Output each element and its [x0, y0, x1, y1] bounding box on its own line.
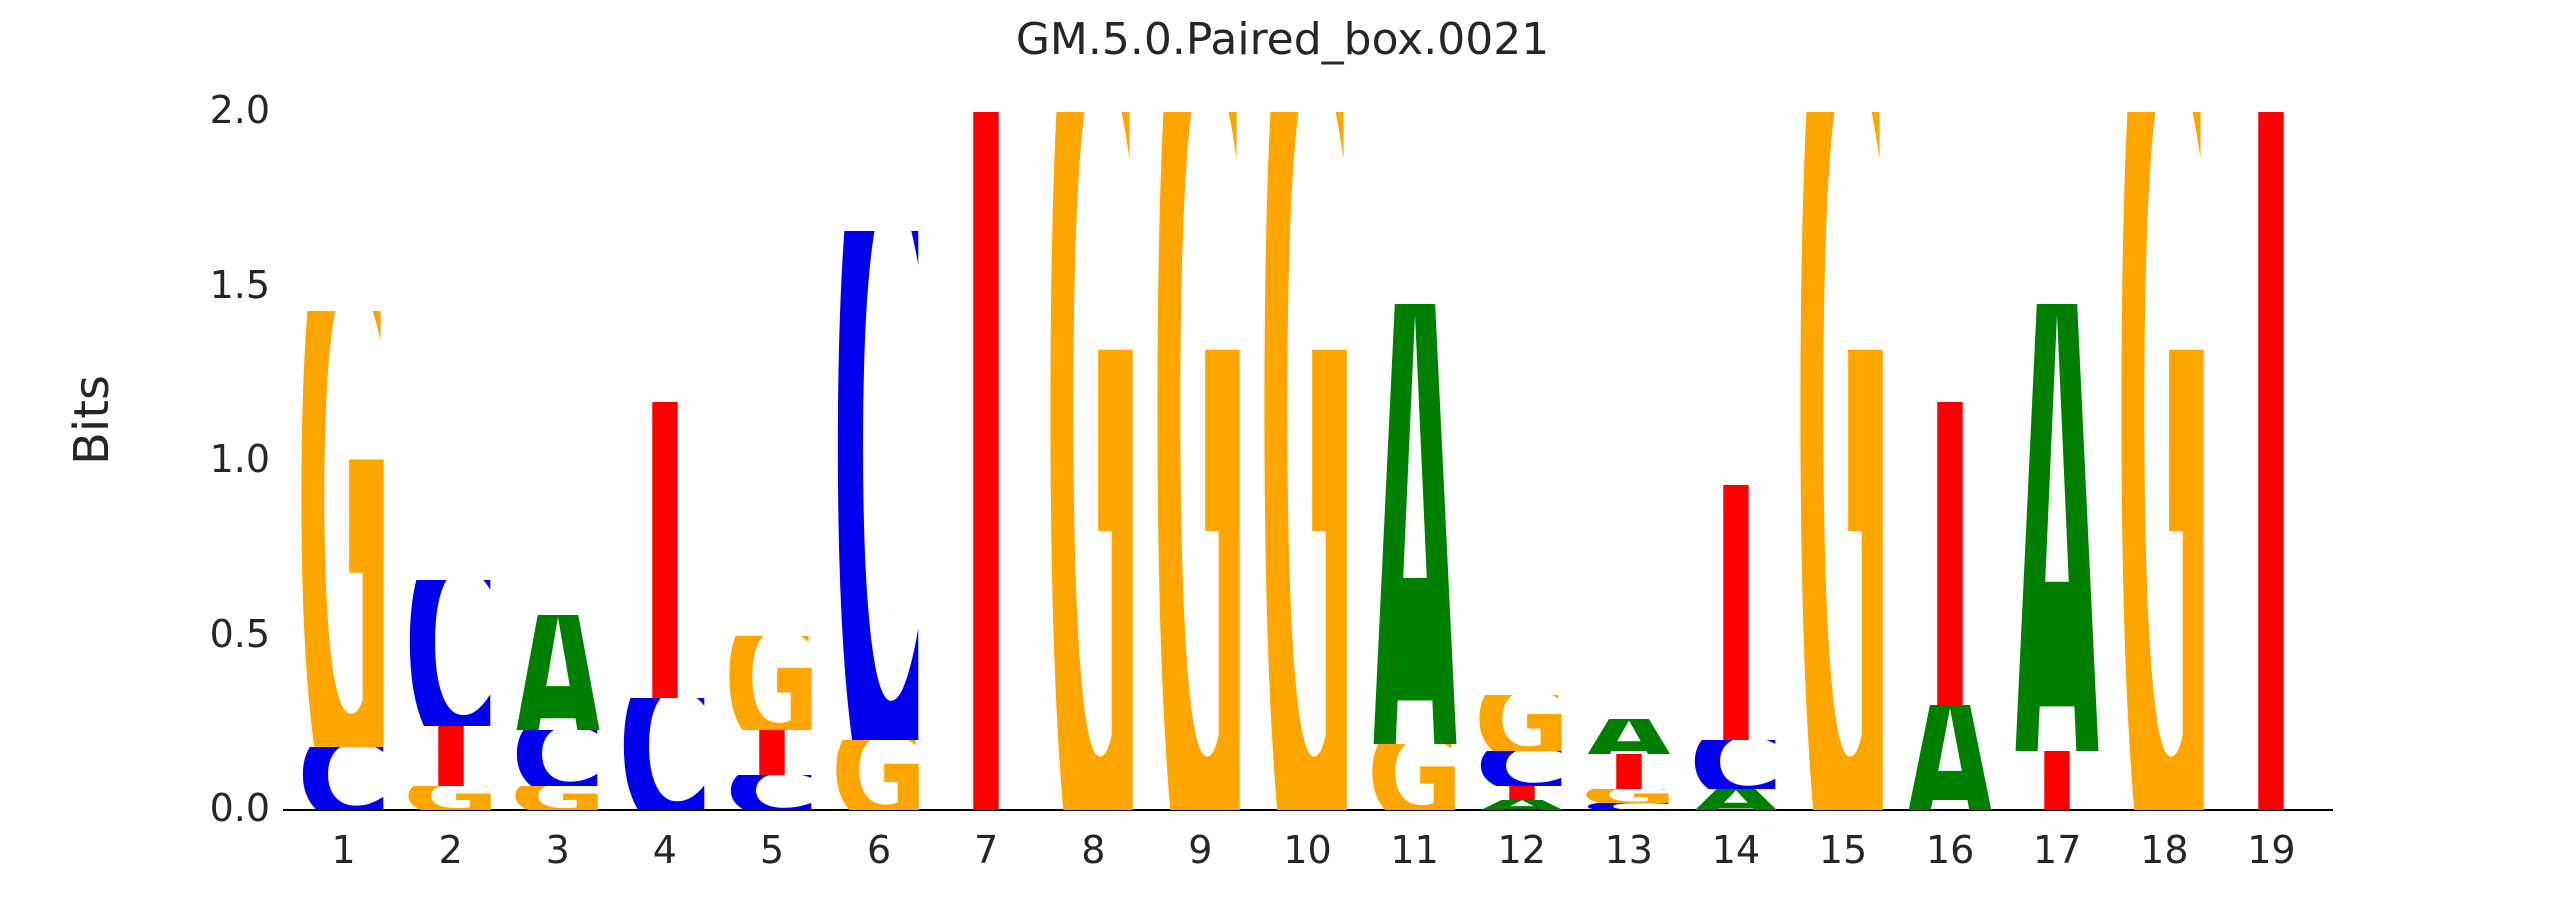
logo-stack-position-5: GTC	[726, 636, 818, 810]
logo-letter-A-pos-12: A	[1476, 800, 1568, 810]
logo-stack-position-12: GCTA	[1476, 695, 1568, 810]
logo-letter-C-pos-4: C	[619, 698, 711, 810]
x-tick-label: 6	[866, 828, 892, 872]
x-tick-label: 18	[2140, 828, 2189, 872]
x-tick-label: 3	[545, 828, 570, 872]
logo-letter-T-pos-2: T	[405, 726, 497, 785]
logo-letter-G-pos-11: G	[1369, 744, 1461, 810]
logo-stack-position-18: G	[2118, 112, 2210, 810]
logo-stack-position-19: T	[2225, 112, 2317, 810]
logo-letter-T-pos-17: T	[2011, 751, 2103, 810]
x-tick-label: 2	[438, 828, 463, 872]
logo-letter-G-pos-12: G	[1476, 695, 1568, 751]
logo-letter-T-pos-5: T	[726, 730, 818, 775]
logo-stack-position-13: ATGC	[1583, 719, 1675, 810]
logo-letter-G-pos-2: G	[405, 786, 497, 810]
logo-letter-C-pos-12: C	[1476, 751, 1568, 786]
logo-letter-T-pos-14: T	[1690, 485, 1782, 740]
logo-letter-G-pos-8: G	[1047, 112, 1139, 810]
logo-stack-position-4: TC	[619, 402, 711, 810]
x-tick-label: 12	[1497, 828, 1546, 872]
logo-letter-C-pos-13: C	[1583, 803, 1675, 810]
logo-letter-A-pos-3: A	[512, 615, 604, 730]
logo-letter-T-pos-7: T	[940, 112, 1032, 810]
x-tick-label: 1	[331, 828, 356, 872]
logo-letter-T-pos-16: T	[1904, 402, 1996, 706]
x-tick-label: 10	[1283, 828, 1332, 872]
y-tick-label: 1.0	[209, 437, 270, 481]
logo-letter-G-pos-18: G	[2118, 112, 2210, 810]
logo-letter-T-pos-19: T	[2225, 112, 2317, 810]
logo-stack-position-7: T	[940, 112, 1032, 810]
y-tick-label: 1.5	[209, 262, 270, 307]
logo-letter-A-pos-11: A	[1369, 304, 1461, 744]
logo-letter-C-pos-2: C	[405, 580, 497, 727]
logo-letter-G-pos-15: G	[1797, 112, 1889, 810]
logo-letter-G-pos-3: G	[512, 786, 604, 810]
x-tick-label: 9	[1188, 828, 1213, 872]
logo-letter-A-pos-13: A	[1583, 719, 1675, 754]
logo-stack-position-8: G	[1047, 112, 1139, 810]
logo-stack-position-14: TCA	[1690, 485, 1782, 810]
logo-stack-position-15: G	[1797, 112, 1889, 810]
logo-plot-area: GCCTGACGTCGTCCGTGGGAGGCTAATGCTCAGTAATGT	[290, 112, 2325, 810]
y-tick-label: 0.0	[209, 786, 270, 830]
x-tick-label: 15	[1818, 828, 1868, 872]
logo-stack-position-6: CG	[833, 231, 925, 810]
logo-letter-C-pos-14: C	[1690, 740, 1782, 789]
logo-letter-G-pos-6: G	[833, 740, 925, 810]
logo-letter-G-pos-5: G	[726, 636, 818, 730]
logo-letter-G-pos-9: G	[1154, 112, 1246, 810]
logo-stack-position-1: GC	[297, 311, 389, 810]
logo-letter-G-pos-10: G	[1261, 112, 1353, 810]
x-tick-label: 16	[1925, 828, 1975, 872]
logo-letter-C-pos-5: C	[726, 775, 818, 810]
logo-letter-C-pos-3: C	[512, 730, 604, 786]
logo-stack-position-16: TA	[1904, 402, 1996, 810]
logo-stack-position-17: AT	[2011, 304, 2103, 810]
x-tick-label: 11	[1390, 828, 1439, 872]
logo-letter-A-pos-16: A	[1904, 705, 1996, 810]
x-tick-label: 17	[2033, 828, 2082, 872]
x-tick-label: 8	[1081, 828, 1106, 872]
x-tick-label: 14	[1711, 828, 1761, 872]
logo-letter-A-pos-17: A	[2011, 304, 2103, 751]
logo-stack-position-10: G	[1261, 112, 1353, 810]
logo-stack-position-9: G	[1154, 112, 1246, 810]
logo-letter-G-pos-13: G	[1583, 789, 1675, 803]
y-axis-label: Bits	[64, 374, 120, 466]
x-tick-label: 13	[1604, 828, 1653, 872]
logo-stack-position-11: AG	[1369, 304, 1461, 810]
x-axis-line	[283, 809, 2333, 811]
logo-letter-T-pos-12: T	[1476, 786, 1568, 800]
logo-letter-T-pos-13: T	[1583, 754, 1675, 789]
logo-letter-T-pos-4: T	[619, 402, 711, 699]
logo-letter-C-pos-6: C	[833, 231, 925, 741]
logo-stack-position-3: ACG	[512, 615, 604, 810]
logo-stack-position-2: CTG	[405, 580, 497, 810]
x-tick-label: 5	[759, 828, 785, 872]
x-tick-label: 7	[974, 828, 999, 872]
logo-letter-C-pos-1: C	[297, 747, 389, 810]
logo-letter-A-pos-14: A	[1690, 789, 1782, 810]
page-title: GM.5.0.Paired_box.0021	[1015, 14, 1550, 65]
y-tick-label: 2.0	[209, 88, 270, 132]
y-tick-label: 0.5	[209, 611, 270, 656]
x-tick-label: 19	[2247, 828, 2296, 872]
logo-letter-G-pos-1: G	[297, 311, 389, 747]
x-tick-label: 4	[652, 828, 677, 872]
